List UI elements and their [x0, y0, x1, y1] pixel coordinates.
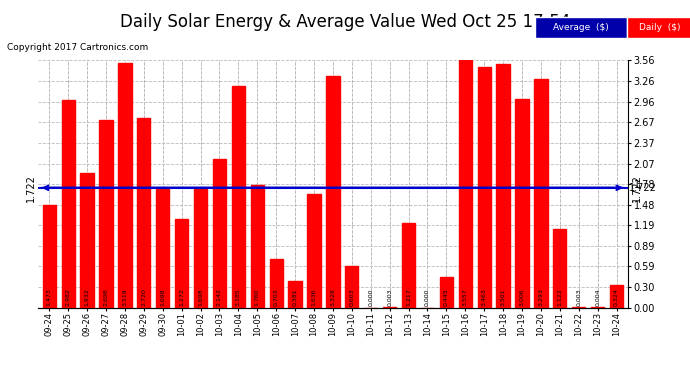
Bar — [610, 285, 623, 308]
Text: 2.982: 2.982 — [66, 288, 70, 306]
Bar — [477, 67, 491, 308]
Text: 3.293: 3.293 — [538, 288, 544, 306]
Bar — [497, 64, 510, 308]
Text: 3.328: 3.328 — [331, 288, 335, 306]
Text: 0.000: 0.000 — [425, 289, 430, 306]
Bar — [553, 230, 566, 308]
Text: 3.463: 3.463 — [482, 288, 486, 306]
Bar — [270, 259, 283, 308]
Text: 3.006: 3.006 — [520, 288, 524, 306]
Bar — [288, 281, 302, 308]
Bar — [118, 63, 132, 308]
Text: 1.760: 1.760 — [255, 288, 260, 306]
Text: 1.722: 1.722 — [26, 174, 36, 202]
Text: 0.324: 0.324 — [614, 288, 619, 306]
Text: 1.722: 1.722 — [631, 174, 642, 202]
Text: 0.445: 0.445 — [444, 288, 449, 306]
Text: 1.698: 1.698 — [160, 288, 165, 306]
Text: 0.004: 0.004 — [595, 288, 600, 306]
Bar — [515, 99, 529, 308]
Text: 1.473: 1.473 — [47, 288, 52, 306]
Text: 1.722: 1.722 — [629, 183, 657, 193]
Bar — [232, 86, 245, 308]
Bar — [213, 159, 226, 308]
Bar — [459, 60, 472, 308]
Text: 2.698: 2.698 — [104, 288, 108, 306]
Bar — [43, 205, 56, 308]
Bar — [402, 223, 415, 308]
Text: 1.636: 1.636 — [311, 288, 317, 306]
Bar — [81, 173, 94, 308]
Text: 3.557: 3.557 — [463, 288, 468, 306]
Text: Copyright 2017 Cartronics.com: Copyright 2017 Cartronics.com — [7, 43, 148, 52]
Bar — [99, 120, 112, 308]
Bar — [326, 76, 339, 308]
Bar — [175, 219, 188, 308]
Text: Daily Solar Energy & Average Value Wed Oct 25 17:54: Daily Solar Energy & Average Value Wed O… — [120, 13, 570, 31]
Text: 0.603: 0.603 — [349, 288, 355, 306]
Text: Daily  ($): Daily ($) — [638, 22, 680, 32]
Text: 2.142: 2.142 — [217, 288, 222, 306]
Text: 1.122: 1.122 — [558, 288, 562, 306]
Bar — [250, 185, 264, 308]
Text: 0.703: 0.703 — [274, 288, 279, 306]
Text: 0.003: 0.003 — [387, 288, 392, 306]
Bar — [194, 189, 207, 308]
Bar — [440, 277, 453, 308]
Bar — [345, 266, 358, 308]
Text: 3.185: 3.185 — [236, 288, 241, 306]
Bar — [534, 78, 548, 308]
Bar — [156, 189, 169, 308]
Text: 3.501: 3.501 — [501, 288, 506, 306]
Text: 2.720: 2.720 — [141, 288, 146, 306]
Text: 0.381: 0.381 — [293, 288, 297, 306]
Bar — [137, 118, 150, 308]
Bar — [61, 100, 75, 308]
Text: 0.003: 0.003 — [576, 288, 581, 306]
Text: Average  ($): Average ($) — [553, 22, 609, 32]
Text: 1.932: 1.932 — [85, 288, 90, 306]
Text: 1.698: 1.698 — [198, 288, 203, 306]
Text: 0.000: 0.000 — [368, 289, 373, 306]
Text: 1.217: 1.217 — [406, 288, 411, 306]
Text: 3.519: 3.519 — [122, 288, 128, 306]
Text: 1.272: 1.272 — [179, 288, 184, 306]
Bar — [308, 194, 321, 308]
